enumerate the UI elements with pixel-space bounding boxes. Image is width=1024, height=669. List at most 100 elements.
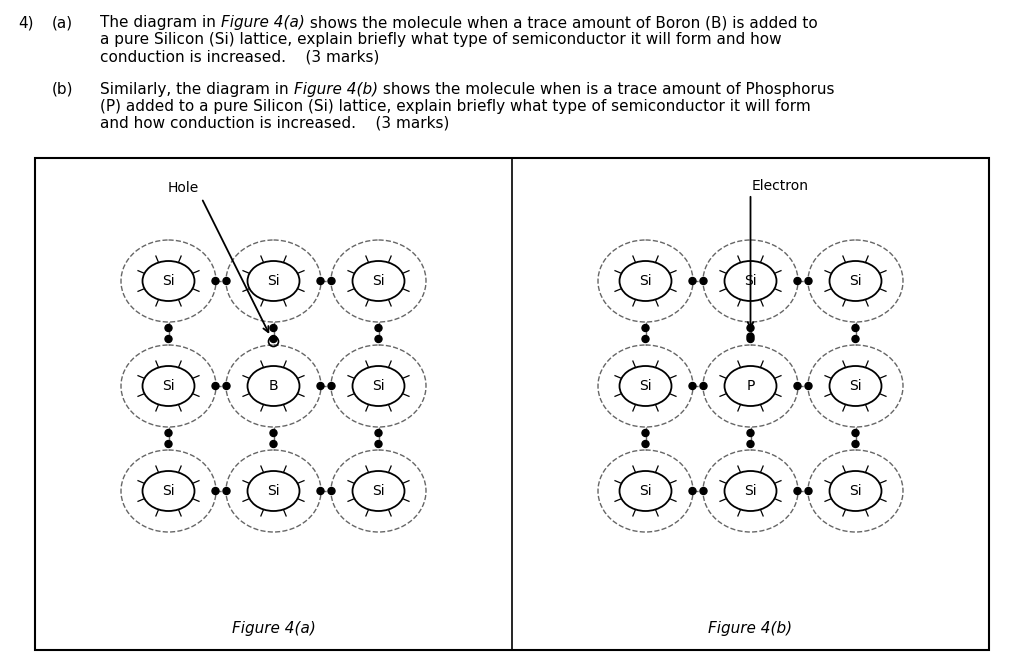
Circle shape <box>375 335 382 343</box>
Text: Hole: Hole <box>168 181 199 195</box>
Text: (P) added to a pure Silicon (Si) lattice, explain briefly what type of semicondu: (P) added to a pure Silicon (Si) lattice… <box>100 99 811 114</box>
Ellipse shape <box>142 471 195 511</box>
Circle shape <box>223 383 230 389</box>
Ellipse shape <box>248 261 299 301</box>
Ellipse shape <box>248 471 299 511</box>
Ellipse shape <box>142 261 195 301</box>
Circle shape <box>223 488 230 494</box>
Circle shape <box>852 429 859 436</box>
Text: Si: Si <box>744 484 757 498</box>
Circle shape <box>700 278 707 284</box>
Circle shape <box>852 440 859 448</box>
Circle shape <box>689 278 696 284</box>
Text: (a): (a) <box>52 15 73 30</box>
Text: Si: Si <box>267 274 280 288</box>
Circle shape <box>642 429 649 436</box>
Ellipse shape <box>620 261 672 301</box>
Text: shows the molecule when a trace amount of Boron (B) is added to: shows the molecule when a trace amount o… <box>304 15 817 30</box>
Text: Si: Si <box>372 274 385 288</box>
Circle shape <box>746 324 754 332</box>
Circle shape <box>317 383 324 389</box>
Text: Si: Si <box>639 379 652 393</box>
Circle shape <box>689 488 696 494</box>
Circle shape <box>375 429 382 436</box>
Circle shape <box>328 383 335 389</box>
Ellipse shape <box>142 366 195 406</box>
Circle shape <box>700 488 707 494</box>
Circle shape <box>165 429 172 436</box>
Circle shape <box>852 335 859 343</box>
Circle shape <box>852 324 859 332</box>
Text: Electron: Electron <box>752 179 809 193</box>
Circle shape <box>805 383 812 389</box>
Text: Si: Si <box>639 274 652 288</box>
Circle shape <box>805 488 812 494</box>
Bar <box>35 158 989 650</box>
Ellipse shape <box>248 366 299 406</box>
Text: Si: Si <box>162 484 175 498</box>
Text: conduction is increased.    (3 marks): conduction is increased. (3 marks) <box>100 49 379 64</box>
Text: P: P <box>746 379 755 393</box>
Circle shape <box>642 440 649 448</box>
Text: Si: Si <box>744 274 757 288</box>
Circle shape <box>165 440 172 448</box>
Text: Si: Si <box>849 379 862 393</box>
Ellipse shape <box>829 366 882 406</box>
Circle shape <box>375 440 382 448</box>
Ellipse shape <box>725 471 776 511</box>
Circle shape <box>270 440 278 448</box>
Ellipse shape <box>352 366 404 406</box>
Ellipse shape <box>725 261 776 301</box>
Ellipse shape <box>829 261 882 301</box>
Ellipse shape <box>829 471 882 511</box>
Text: Si: Si <box>162 274 175 288</box>
Circle shape <box>212 488 219 494</box>
Ellipse shape <box>352 471 404 511</box>
Text: (b): (b) <box>52 82 74 97</box>
Circle shape <box>746 440 754 448</box>
Circle shape <box>328 278 335 284</box>
Circle shape <box>805 278 812 284</box>
Text: Figure 4(a): Figure 4(a) <box>231 621 315 636</box>
Text: Figure 4(b): Figure 4(b) <box>294 82 378 97</box>
Circle shape <box>270 335 278 343</box>
Text: Figure 4(a): Figure 4(a) <box>221 15 304 30</box>
Text: Si: Si <box>267 484 280 498</box>
Circle shape <box>794 488 801 494</box>
Text: a pure Silicon (Si) lattice, explain briefly what type of semiconductor it will : a pure Silicon (Si) lattice, explain bri… <box>100 32 781 47</box>
Text: and how conduction is increased.    (3 marks): and how conduction is increased. (3 mark… <box>100 116 450 131</box>
Circle shape <box>223 278 230 284</box>
Ellipse shape <box>620 366 672 406</box>
Circle shape <box>270 324 278 332</box>
Text: Si: Si <box>849 484 862 498</box>
Text: The diagram in: The diagram in <box>100 15 221 30</box>
Text: Si: Si <box>372 379 385 393</box>
Text: Si: Si <box>372 484 385 498</box>
Circle shape <box>165 335 172 343</box>
Circle shape <box>794 383 801 389</box>
Text: Si: Si <box>639 484 652 498</box>
Text: Figure 4(b): Figure 4(b) <box>709 621 793 636</box>
Text: 4): 4) <box>18 15 34 30</box>
Circle shape <box>700 383 707 389</box>
Circle shape <box>642 335 649 343</box>
Circle shape <box>270 429 278 436</box>
Circle shape <box>317 278 324 284</box>
Text: B: B <box>268 379 279 393</box>
Circle shape <box>212 278 219 284</box>
Circle shape <box>165 324 172 332</box>
Circle shape <box>746 429 754 436</box>
Text: shows the molecule when is a trace amount of Phosphorus: shows the molecule when is a trace amoun… <box>378 82 835 97</box>
Circle shape <box>689 383 696 389</box>
Ellipse shape <box>725 366 776 406</box>
Circle shape <box>212 383 219 389</box>
Text: Si: Si <box>849 274 862 288</box>
Circle shape <box>794 278 801 284</box>
Circle shape <box>642 324 649 332</box>
Circle shape <box>317 488 324 494</box>
Circle shape <box>746 335 754 343</box>
Ellipse shape <box>620 471 672 511</box>
Circle shape <box>746 333 754 340</box>
Ellipse shape <box>352 261 404 301</box>
Circle shape <box>375 324 382 332</box>
